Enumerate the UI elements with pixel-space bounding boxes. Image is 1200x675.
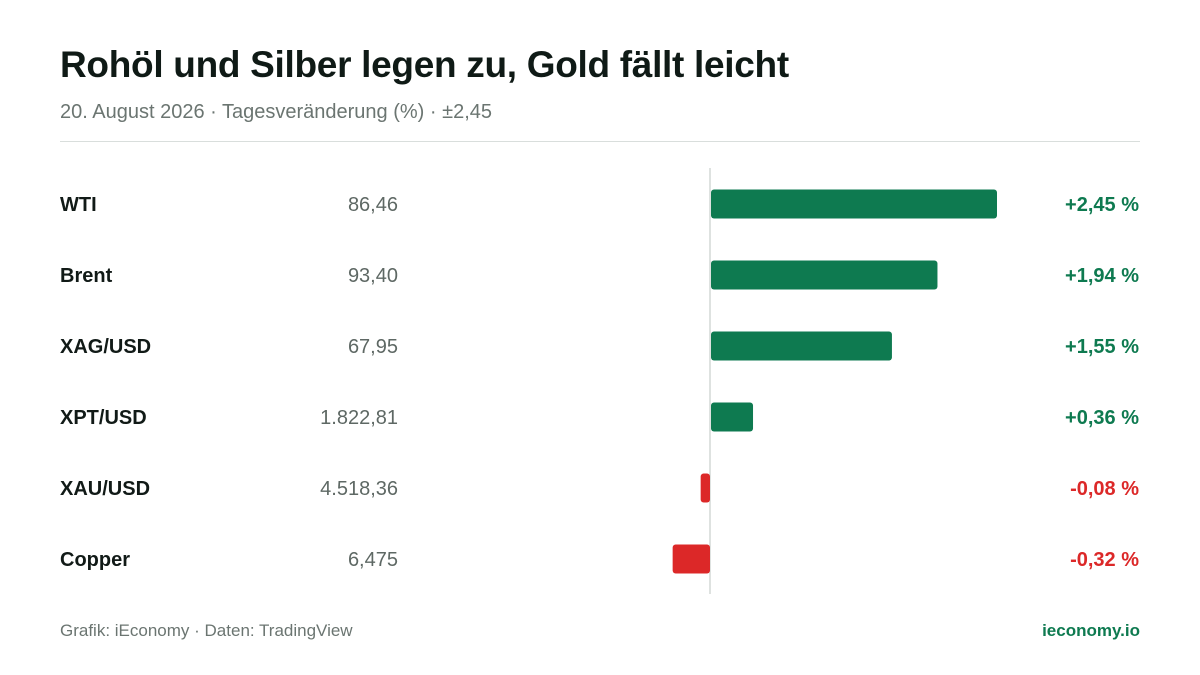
bar — [700, 473, 710, 503]
value-label: +2,45 % — [1065, 194, 1139, 216]
price-label: 67,95 — [348, 336, 398, 358]
value-label: +1,94 % — [1065, 265, 1139, 287]
value-label: +1,55 % — [1065, 336, 1139, 358]
value-label: +0,36 % — [1065, 407, 1139, 429]
page-title: Rohöl und Silber legen zu, Gold fällt le… — [60, 44, 789, 85]
bar — [711, 189, 997, 219]
price-label: 6,475 — [348, 549, 398, 571]
category-label: Copper — [60, 549, 130, 571]
price-label: 1.822,81 — [320, 407, 398, 429]
bar — [711, 260, 938, 290]
bar — [672, 544, 710, 574]
value-label: -0,32 % — [1070, 549, 1139, 571]
brand-link[interactable]: ieconomy.io — [1042, 621, 1140, 640]
bar — [711, 331, 892, 361]
chart-subtitle: 20. August 2026 · Tagesveränderung (%) ·… — [60, 101, 492, 123]
header-divider — [60, 141, 1140, 142]
price-label: 86,46 — [348, 194, 398, 216]
bar — [711, 402, 754, 432]
category-label: XPT/USD — [60, 407, 147, 429]
source-note: Grafik: iEconomy · Daten: TradingView — [60, 621, 353, 640]
value-label: -0,08 % — [1070, 478, 1139, 500]
category-label: XAG/USD — [60, 336, 151, 358]
price-label: 4.518,36 — [320, 478, 398, 500]
category-label: Brent — [60, 265, 113, 287]
price-label: 93,40 — [348, 265, 398, 287]
category-label: XAU/USD — [60, 478, 150, 500]
category-label: WTI — [60, 194, 97, 216]
